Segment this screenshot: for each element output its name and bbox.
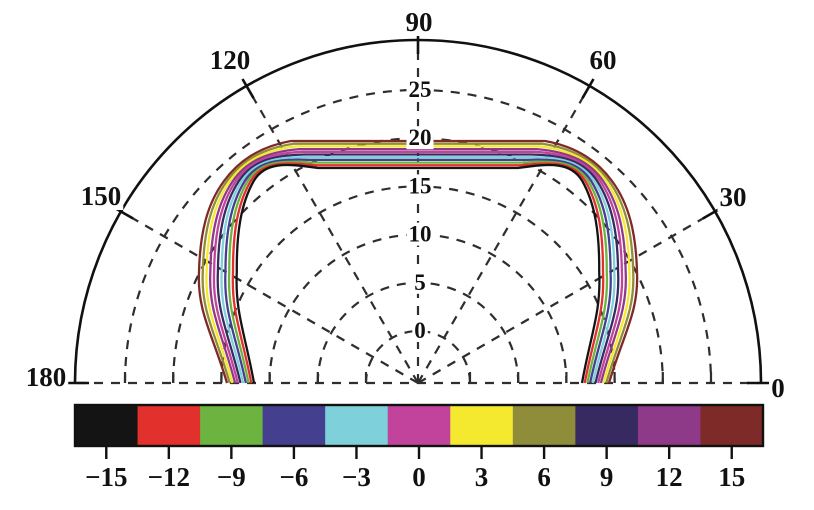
angle-label-60: 60 (590, 45, 617, 75)
pattern-curve-level--15 (235, 163, 601, 384)
colorbar-cell-−12 (137, 405, 201, 446)
radius-label-20-bg (406, 126, 434, 150)
colorbar-cell-9 (575, 405, 639, 446)
colorbar-tick-label-0: 0 (412, 462, 426, 492)
radius-label-15-bg (406, 174, 434, 198)
radius-label-25-bg (406, 78, 434, 101)
grid-spoke-120 (246, 87, 419, 384)
radius-label-10: 10 (409, 222, 432, 247)
colorbar-tick-label-12: 12 (656, 462, 683, 492)
angle-label-150-bg (78, 182, 124, 210)
angle-label-90-bg (403, 8, 435, 36)
colorbar-tick-label-3: 3 (475, 462, 489, 492)
grid-spoke-150 (122, 211, 419, 384)
angle-label-30-bg (717, 183, 749, 211)
grid-spoke-60 (417, 87, 590, 384)
grid-circle-10 (268, 233, 568, 384)
angle-label-90: 90 (406, 7, 433, 37)
colorbar-border (73, 403, 765, 448)
angle-label-150: 150 (81, 181, 122, 211)
pattern-curve-level--3 (220, 156, 616, 384)
angle-label-0: 0 (771, 373, 785, 403)
colorbar-tick-label-15: 15 (718, 462, 745, 492)
colorbar-tick-label-−3: −3 (342, 462, 371, 492)
colorbar-cell-−15 (75, 405, 139, 446)
colorbar-cell-3 (450, 405, 514, 446)
colorbar-cell-−3 (325, 405, 389, 446)
colorbar-cell-15 (700, 405, 764, 446)
colorbar-tick-label-−6: −6 (279, 462, 308, 492)
angle-label-0-bg (769, 374, 787, 402)
pattern-curve-level-9 (216, 153, 620, 384)
colorbar-tick-label-−15: −15 (85, 462, 127, 492)
radius-label-0-bg (412, 319, 428, 342)
pattern-curve-level-0 (212, 150, 624, 384)
colorbar-tick-label-−12: −12 (148, 462, 190, 492)
angle-label-30: 30 (720, 182, 747, 212)
radius-label-5-bg (412, 270, 428, 294)
angle-tick-60 (581, 78, 595, 99)
colorbar-cell-−9 (200, 405, 264, 446)
angle-label-180-bg (23, 363, 69, 391)
colorbar-tick-label-6: 6 (537, 462, 551, 492)
grid-spoke-30 (417, 211, 714, 384)
colorbar-cell-6 (512, 405, 576, 446)
angle-tick-120 (241, 78, 255, 99)
radius-label-10-bg (406, 222, 434, 246)
colorbar-cell-−6 (262, 405, 326, 446)
grid-circle-0 (364, 329, 472, 384)
pattern-curve-level--9 (227, 160, 609, 384)
colorbar-cell-12 (637, 405, 701, 446)
radius-label-0: 0 (414, 318, 426, 343)
colorbar-tick-label-9: 9 (600, 462, 614, 492)
angle-label-120-bg (207, 46, 253, 74)
radius-label-25: 25 (409, 77, 432, 102)
radius-label-5: 5 (414, 270, 426, 295)
pattern-curve-level--6 (224, 158, 612, 384)
angle-label-60-bg (587, 46, 619, 74)
pattern-curve-level--12 (231, 162, 605, 384)
angle-label-120: 120 (210, 45, 251, 75)
colorbar-tick-label-−9: −9 (217, 462, 246, 492)
radius-label-15: 15 (409, 173, 432, 198)
angle-label-180: 180 (26, 362, 67, 392)
radius-label-20: 20 (409, 125, 432, 150)
colorbar-cell-0 (387, 405, 451, 446)
